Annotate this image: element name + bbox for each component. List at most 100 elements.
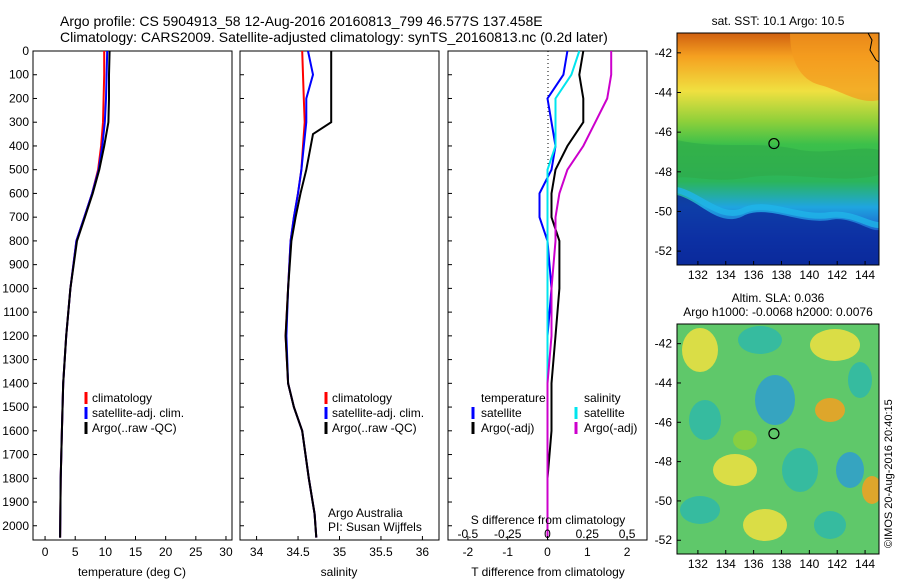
series-argo-adj--line <box>546 50 585 538</box>
figure-title-line1: Argo profile: CS 5904913_58 12-Aug-2016 … <box>60 13 543 29</box>
y-tick-label: 1000 <box>2 281 29 295</box>
lon-tick-label: 134 <box>716 557 736 571</box>
temperature-xlabel: temperature (deg C) <box>78 565 186 579</box>
lat-tick-label: -42 <box>655 46 673 60</box>
sla-anomaly <box>836 452 864 488</box>
y-tick-label: 1200 <box>2 329 29 343</box>
y-tick-label: 900 <box>9 258 29 272</box>
lon-tick-label: 144 <box>855 268 875 282</box>
y-tick-label: 300 <box>9 115 29 129</box>
series-satellite-adj-clim--line <box>59 50 109 538</box>
y-tick-label: 800 <box>9 234 29 248</box>
argo-location-marker <box>768 137 780 150</box>
series-satellite-line <box>538 50 569 538</box>
y-tick-label: 1700 <box>2 448 29 462</box>
x-tick-label: 10 <box>99 545 113 559</box>
x-tick-label: 2 <box>624 545 631 559</box>
legend-temperature-heading: temperature <box>481 391 546 405</box>
sla-anomaly <box>733 430 757 450</box>
series-argo-raw-qc--line <box>59 50 111 538</box>
y-tick-label: 1800 <box>2 471 29 485</box>
salinity-panel: 34 34.5 35 35.5 36 salinity climatology sate… <box>239 50 440 579</box>
x-tick-label: 36 <box>416 545 430 559</box>
y-tick-label: 1600 <box>2 424 29 438</box>
salinity-axes <box>239 50 440 541</box>
top-x-tick-label: -0.5 <box>458 527 479 541</box>
lat-tick-label: -48 <box>655 455 673 469</box>
cold-water-tongue <box>677 195 879 265</box>
y-tick-label: 2000 <box>2 519 29 533</box>
y-tick-label: 1900 <box>2 495 29 509</box>
lon-tick-label: 140 <box>799 557 819 571</box>
legend-salinity-heading: salinity <box>584 391 621 405</box>
lat-tick-label: -44 <box>655 376 673 390</box>
series-satellite-adj-clim--line <box>285 50 318 538</box>
top-x-tick-label: -0.25 <box>494 527 522 541</box>
legend-s-satellite-label: satellite <box>584 406 625 420</box>
x-tick-label: 5 <box>72 545 79 559</box>
legend-satellite-label: satellite-adj. clim. <box>332 406 424 420</box>
x-tick-label: 1 <box>584 545 591 559</box>
y-tick-label: 1100 <box>3 305 29 319</box>
legend-satellite-label: satellite-adj. clim. <box>92 406 184 420</box>
lon-tick-label: 142 <box>827 557 847 571</box>
lat-tick-label: -50 <box>655 204 673 218</box>
legend-t-argo-label: Argo(-adj) <box>481 421 534 435</box>
lon-tick-label: 144 <box>855 557 875 571</box>
sst-map-title: sat. SST: 10.1 Argo: 10.5 <box>712 14 845 28</box>
sla-map-title-line1: Altim. SLA: 0.036 <box>732 291 825 305</box>
lat-tick-label: -48 <box>655 165 673 179</box>
top-x-tick-label: 0.25 <box>576 527 600 541</box>
sla-anomaly <box>738 326 782 354</box>
sst-map-frame <box>676 32 880 266</box>
legend-t-satellite-label: satellite <box>481 406 522 420</box>
sla-anomaly <box>689 400 721 440</box>
x-tick-label: 34.5 <box>286 545 310 559</box>
sla-anomaly <box>782 448 818 492</box>
sla-anomaly <box>755 375 795 425</box>
lat-tick-label: -42 <box>655 337 673 351</box>
x-tick-label: 0 <box>42 545 49 559</box>
sla-anomaly <box>680 496 720 524</box>
legend-climatology-label: climatology <box>92 391 152 405</box>
series-climatology-line <box>59 51 106 538</box>
x-tick-label: 30 <box>219 545 233 559</box>
difference-panel: -2 -1 0 1 2 S difference from climatology -0… <box>447 50 648 579</box>
green-band <box>677 140 879 180</box>
y-tick-label: 100 <box>9 68 29 82</box>
pi-annotation: PI: Susan Wijffels <box>328 520 422 534</box>
sla-field <box>677 324 879 554</box>
argo-australia-annotation: Argo Australia <box>328 506 403 520</box>
lon-tick-label: 140 <box>799 268 819 282</box>
legend-s-argo-label: Argo(-adj) <box>584 421 637 435</box>
lat-tick-label: -46 <box>655 125 673 139</box>
lat-tick-label: -46 <box>655 415 673 429</box>
lon-tick-label: 138 <box>771 268 791 282</box>
temperature-legend: climatology satellite-adj. clim. Argo(..… <box>84 391 184 435</box>
y-tick-label: 200 <box>9 91 29 105</box>
x-tick-label: 35.5 <box>369 545 393 559</box>
sla-anomaly <box>810 329 860 361</box>
legend-argo-label: Argo(..raw -QC) <box>332 421 417 435</box>
top-x-tick-label: 0 <box>544 527 551 541</box>
x-tick-label: 25 <box>189 545 203 559</box>
lon-tick-label: 132 <box>688 268 708 282</box>
lat-tick-label: -44 <box>655 85 673 99</box>
salinity-xlabel: salinity <box>321 565 358 579</box>
imos-credit: ©IMOS 20-Aug-2016 20:40:15 <box>883 399 895 548</box>
x-tick-label: 0 <box>544 545 551 559</box>
coast-line <box>867 33 879 63</box>
y-tick-label: 500 <box>9 163 29 177</box>
salinity-legend: climatology satellite-adj. clim. Argo(..… <box>324 391 424 435</box>
figure-title-line2: Climatology: CARS2009. Satellite-adjuste… <box>60 29 608 45</box>
sst-field <box>677 33 879 265</box>
series-climatology-line <box>284 50 318 538</box>
lon-tick-label: 132 <box>688 557 708 571</box>
sla-anomaly <box>814 511 846 539</box>
top-x-tick-label: 0.5 <box>619 527 636 541</box>
x-tick-label: -2 <box>463 545 474 559</box>
sla-anomaly <box>713 454 757 486</box>
y-tick-label: 1400 <box>2 376 29 390</box>
argo-location-marker <box>768 428 780 440</box>
sla-map-panel: Altim. SLA: 0.036 Argo h1000: -0.0068 h2… <box>655 291 880 571</box>
